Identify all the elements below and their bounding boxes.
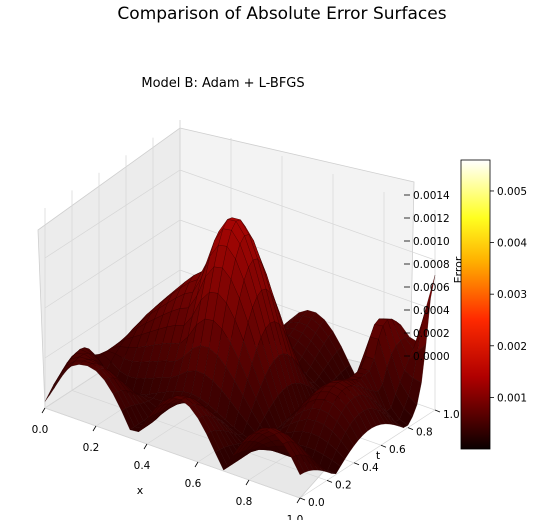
t-tick-label: 0.4 xyxy=(362,462,379,474)
t-tick-mark xyxy=(353,462,360,466)
t-tick-mark xyxy=(434,409,441,413)
floor-grid-x xyxy=(299,409,436,499)
x-tick-label: 0.0 xyxy=(32,424,49,436)
colorbar-tick-label: 0.002 xyxy=(497,341,527,353)
x-tick-label: 0.6 xyxy=(185,478,202,490)
t-axis-label: t xyxy=(376,449,381,462)
z-tick-label: 0.0002 xyxy=(413,328,450,340)
z-tick-label: 0.0004 xyxy=(413,305,450,317)
floor-grid-t xyxy=(71,390,328,481)
t-tick-label: 1.0 xyxy=(443,409,460,421)
t-tick-mark xyxy=(380,444,387,448)
surface-patch xyxy=(291,455,305,475)
floor-grid-t xyxy=(44,407,301,499)
colorbar: 0.001 0.002 0.003 0.004 0.005 xyxy=(460,159,527,450)
t-tick-label: 0.2 xyxy=(335,479,352,491)
t-tick-label: 0.8 xyxy=(416,427,433,439)
colorbar-tick-label: 0.003 xyxy=(497,289,527,301)
x-tick-mark xyxy=(245,479,250,486)
figure-suptitle: Comparison of Absolute Error Surfaces xyxy=(117,4,446,24)
z-tick-label: 0.0000 xyxy=(413,351,450,363)
colorbar-gradient xyxy=(460,159,491,450)
z-grid-line xyxy=(44,269,436,361)
z-tick-label: 0.0006 xyxy=(413,282,450,294)
error-surface xyxy=(44,217,436,475)
z-tick-label: 0.0012 xyxy=(413,213,450,225)
x-tick-mark xyxy=(296,497,301,504)
z-grid-line xyxy=(44,169,436,261)
colorbar-tick-label: 0.004 xyxy=(497,238,527,250)
x-tick-label: 0.2 xyxy=(83,442,100,454)
t-tick-label: 0.6 xyxy=(389,444,406,456)
colorbar-tick-label: 0.005 xyxy=(497,186,527,198)
x-axis-label: x xyxy=(137,484,144,497)
t-axis-ticks: 0.0 0.2 0.4 0.6 0.8 1.0 xyxy=(299,409,460,509)
t-tick-mark xyxy=(299,497,306,501)
t-tick-label: 0.0 xyxy=(308,497,325,509)
t-tick-mark xyxy=(407,427,414,430)
z-axis-ticks: 0.0000 0.0002 0.0004 0.0006 0.0008 0.0010 0.00… xyxy=(404,190,450,363)
x-axis-ticks: 0.0 0.2 0.4 0.6 0.8 1.0 xyxy=(32,407,304,520)
z-tick-label: 0.0008 xyxy=(413,259,450,271)
z-grid-line xyxy=(44,219,436,311)
colorbar-ticks: 0.001 0.002 0.003 0.004 0.005 xyxy=(490,186,527,404)
t-tick-mark xyxy=(326,480,333,483)
x-tick-mark xyxy=(92,425,97,432)
z-tick-label: 0.0010 xyxy=(413,236,450,248)
x-tick-mark xyxy=(143,443,148,450)
x-tick-mark xyxy=(194,461,199,468)
chart-title: Model B: Adam + L-BFGS xyxy=(141,76,304,91)
x-tick-mark xyxy=(41,407,46,414)
colorbar-tick-label: 0.001 xyxy=(497,392,527,404)
x-tick-label: 0.4 xyxy=(134,460,151,472)
x-tick-label: 1.0 xyxy=(287,514,304,520)
x-tick-label: 0.8 xyxy=(236,496,253,508)
z-tick-label: 0.0014 xyxy=(413,190,450,202)
